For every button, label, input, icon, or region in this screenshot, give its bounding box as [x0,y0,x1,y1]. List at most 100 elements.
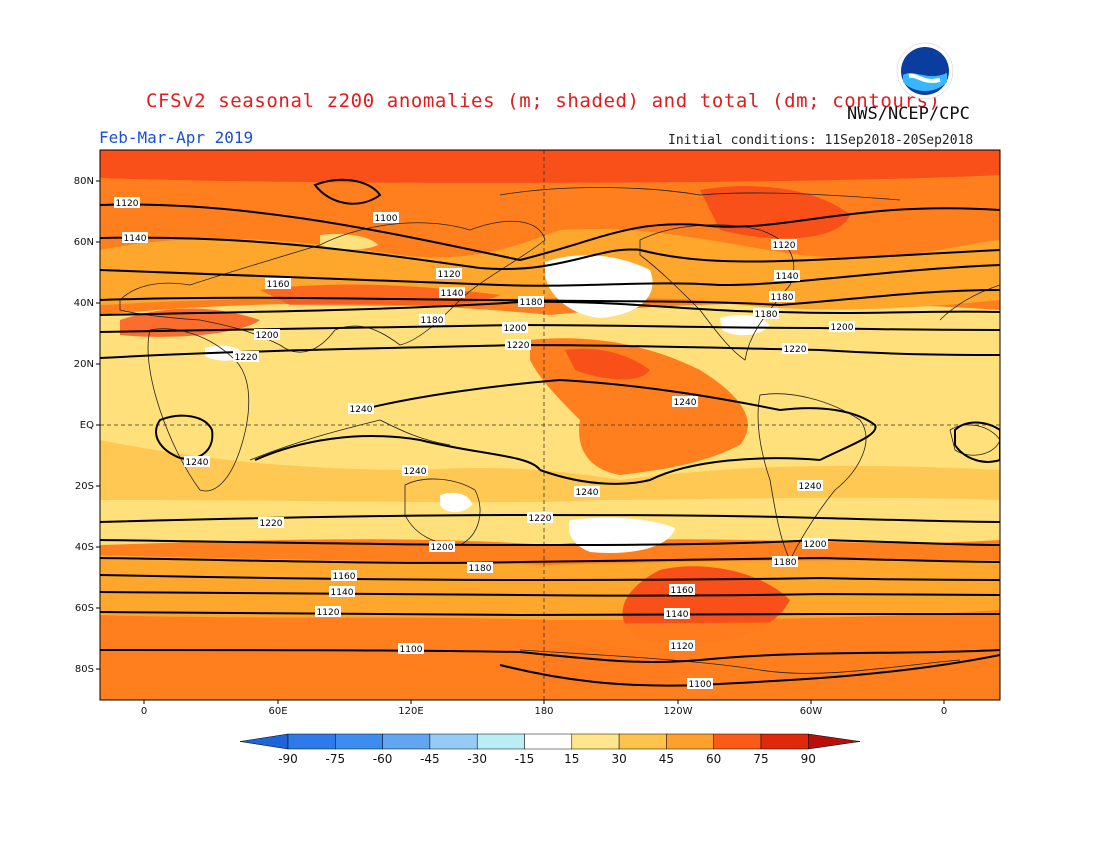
contour-label-bg [373,212,399,223]
contour-label-bg [687,678,713,689]
colorbar-segment [618,733,667,750]
contour-label: 1240 [799,482,822,492]
contour-label: 1100 [689,680,712,690]
contour-label-bg [753,308,779,319]
contour-label: 1200 [831,323,854,333]
contour-label: 1100 [375,214,398,224]
contour-label-bg [122,232,148,243]
contour-label: 1200 [431,543,454,553]
colorbar-segment [335,733,383,750]
colorbar-label: 60 [706,752,721,766]
contour-label: 1140 [441,289,464,299]
initial-conditions-label: Initial conditions: 11Sep2018-20Sep2018 [668,133,974,148]
contour-label: 1180 [469,564,492,574]
contour-label: 1240 [350,405,373,415]
contour-label: 1120 [773,241,796,251]
contour-label: 1100 [400,645,423,655]
contour-label-bg [782,343,808,354]
contour-label-bg [254,329,280,340]
contour-label: 1240 [576,488,599,498]
longitude-axis: 0 60E 120E 180 120W 60W 0 [141,700,947,717]
contour-label-bg [771,239,797,250]
colorbar-label: -60 [373,752,393,766]
colorbar-segment [666,733,714,750]
contour-label: 1160 [671,586,694,596]
lat-tick-label: 40S [75,542,94,553]
contour-label-bg [574,486,600,497]
season-label: Feb-Mar-Apr 2019 [99,128,254,147]
colorbar-label: 30 [611,752,626,766]
contour-label-bg [265,278,291,289]
lon-tick-label: 60E [268,706,287,717]
lon-tick-label: 0 [141,706,147,717]
colorbar-segment [571,733,620,750]
contour-label: 1140 [331,588,354,598]
colorbar-label: 90 [801,752,816,766]
colorbar-segment [476,733,525,750]
colorbar-segment [524,733,573,750]
contour-label-bg [233,351,259,362]
lat-tick-label: EQ [80,420,94,431]
contour-label: 1120 [671,642,694,652]
contour-label: 1240 [186,458,209,468]
colorbar-segment [382,733,431,750]
contour-label-bg [402,465,428,476]
contour-label: 1200 [256,331,279,341]
contour-label-bg [348,403,374,414]
contour-label: 1220 [529,514,552,524]
lon-tick-label: 120W [664,706,693,717]
contour-label: 1120 [317,608,340,618]
contour-label: 1240 [674,398,697,408]
contour-label-bg [669,640,695,651]
lon-tick-label: 60W [800,706,823,717]
anomaly-shading: 1120 1140 1100 1160 1200 1220 1240 1240 1240 1120… [100,150,1000,700]
contour-label-bg [797,480,823,491]
lat-tick-label: 20S [75,481,94,492]
contour-label-bg [184,456,210,467]
contour-label-bg [329,586,355,597]
height-contours [100,178,1000,687]
contour-label: 1180 [520,298,543,308]
contour-label: 1220 [235,353,258,363]
contour-label: 1200 [504,324,527,334]
contour-label-bg [664,608,690,619]
colorbar-label: 75 [753,752,768,766]
contour-label: 1240 [404,467,427,477]
latitude-axis: 80N 60N 40N 20N EQ 20S 40S 60S 80S [74,176,100,675]
contour-label: 1140 [666,610,689,620]
lon-tick-label: 0 [941,706,947,717]
contour-label-bg [258,517,284,528]
colorbar-label: 45 [659,752,674,766]
lat-tick-label: 60N [74,237,94,248]
contour-label-bg [429,541,455,552]
colorbar-label: -90 [278,752,298,766]
colorbar-segment [287,733,336,750]
lat-tick-label: 40N [74,298,94,309]
colorbar-segment [429,733,478,750]
lat-tick-label: 80N [74,176,94,187]
chart-title: CFSv2 seasonal z200 anomalies (m; shaded… [146,90,941,112]
colorbar-segment [713,733,762,750]
contour-label: 1180 [755,310,778,320]
lon-tick-label: 120E [398,706,423,717]
colorbar-label: -15 [515,752,535,766]
lat-tick-label: 80S [75,664,94,675]
colorbar-label: -75 [325,752,345,766]
contour-label: 1120 [438,270,461,280]
contour-label: 1180 [774,558,797,568]
contour-label: 1140 [124,234,147,244]
contour-label-bg [769,291,795,302]
colorbar-label: 15 [564,752,579,766]
colorbar-label: -30 [467,752,487,766]
contour-label-bg [315,606,341,617]
colorbar-segment [808,733,861,750]
contour-label: 1180 [771,293,794,303]
contour-label: 1120 [116,199,139,209]
contour-label-bg [505,339,531,350]
contour-label-bg [772,556,798,567]
contour-label-bg [331,570,357,581]
contour-label-bg [419,314,445,325]
contour-label-bg [672,396,698,407]
contour-label: 1220 [260,519,283,529]
